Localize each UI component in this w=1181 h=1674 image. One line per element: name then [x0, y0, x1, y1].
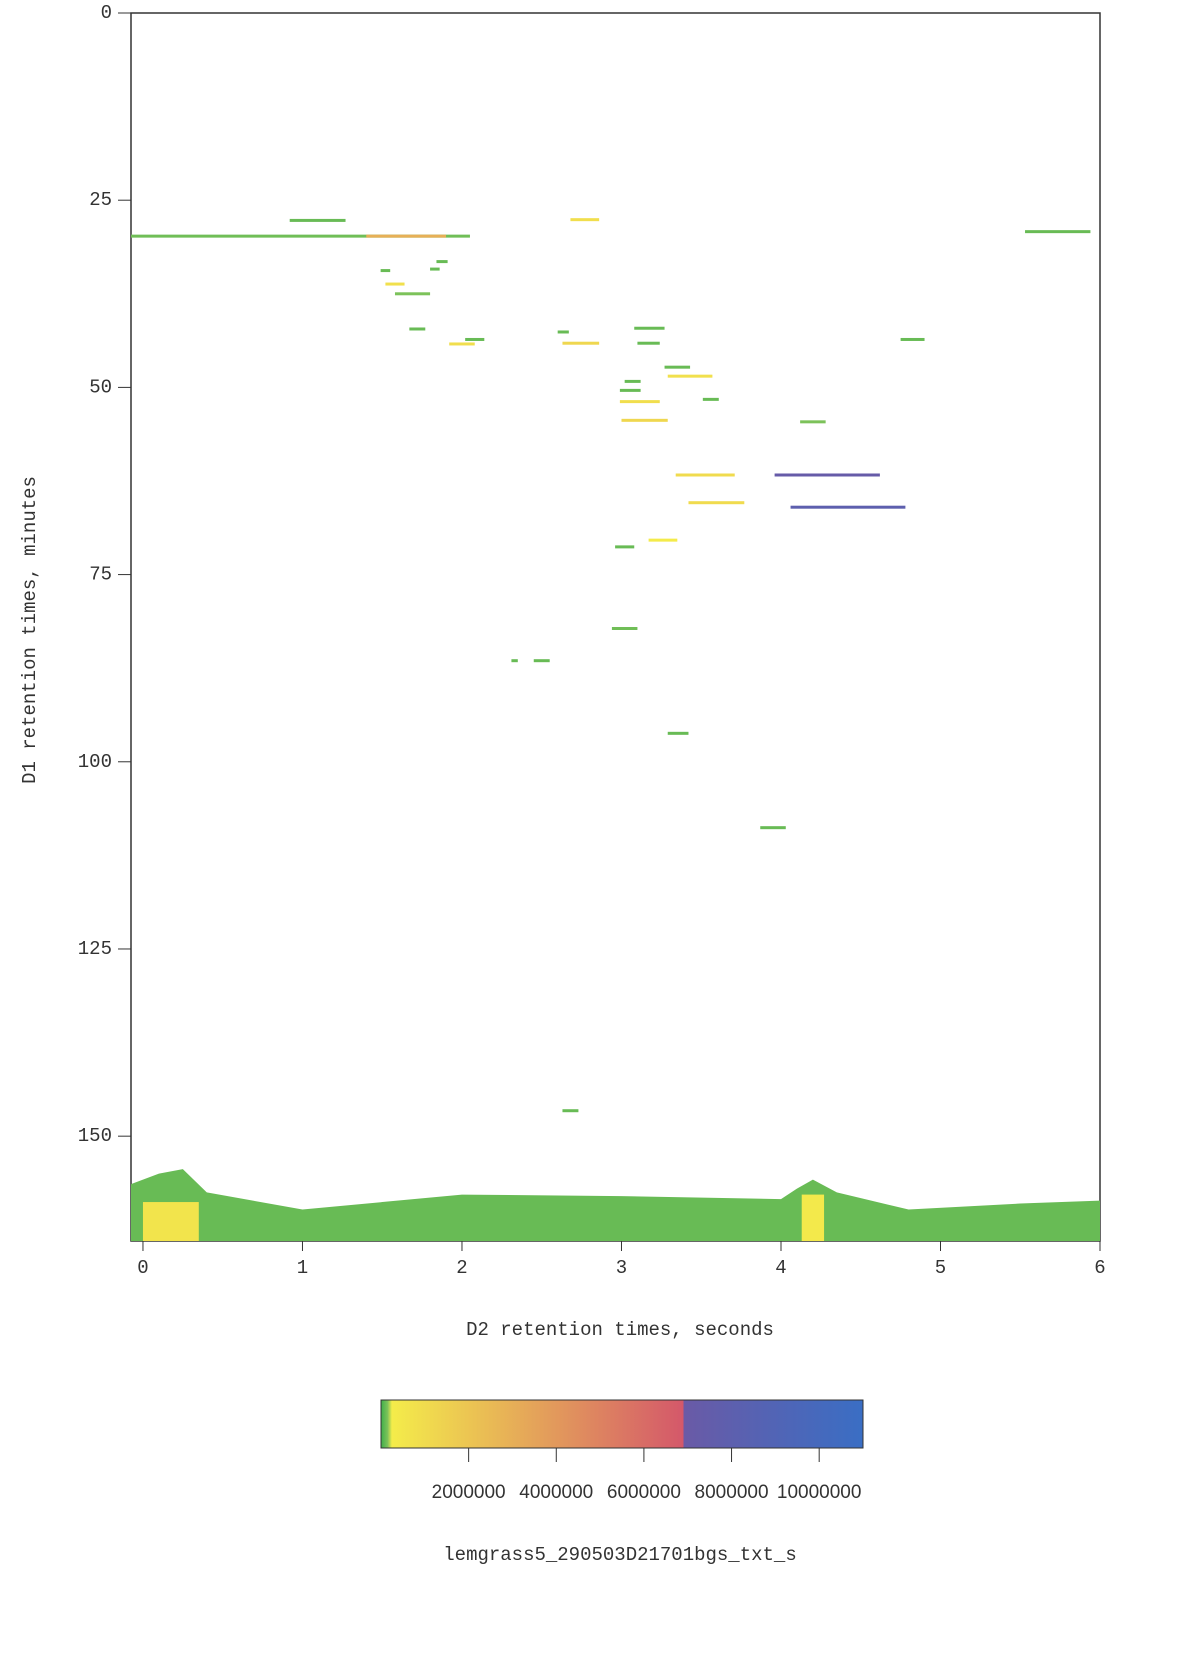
peak [557, 330, 569, 334]
x-tick-label: 6 [1094, 1257, 1105, 1279]
x-tick-label: 5 [935, 1257, 946, 1279]
x-tick-label: 1 [297, 1257, 308, 1279]
peak [774, 473, 880, 477]
peak [380, 269, 391, 273]
x-tick-label: 3 [616, 1257, 627, 1279]
peak [790, 505, 906, 509]
colorbar-tick-label: 10000000 [777, 1482, 862, 1503]
peak [800, 420, 826, 424]
colorbar-tick-label: 6000000 [607, 1482, 681, 1503]
peak [436, 260, 448, 264]
y-axis-label: D1 retention times, minutes [19, 476, 41, 784]
spot [801, 1194, 825, 1241]
peak [385, 282, 405, 286]
colorbar: lemgrass5_290503D21701bgs_txt_s 2000000 4… [380, 1399, 864, 1566]
peak [511, 659, 518, 663]
peak [533, 659, 550, 663]
peak [648, 538, 678, 542]
peak [562, 341, 600, 345]
peak [449, 342, 475, 346]
y-tick-label: 0 [101, 2, 112, 24]
peak [621, 418, 668, 422]
y-tick-label: 75 [89, 564, 112, 586]
peak [611, 626, 638, 630]
peak [634, 326, 665, 330]
peak [900, 337, 925, 341]
y-tick-label: 25 [89, 189, 112, 211]
peak [667, 731, 689, 735]
colorbar-tick-label: 2000000 [432, 1482, 506, 1503]
peak [624, 379, 641, 383]
y-tick-label: 125 [78, 938, 112, 960]
peak [366, 234, 447, 238]
x-axis-label: D2 retention times, seconds [466, 1319, 774, 1341]
peak [688, 501, 745, 505]
peak [615, 545, 635, 549]
y-tick-label: 50 [89, 376, 112, 398]
peak [131, 234, 470, 238]
peak [702, 397, 719, 401]
colorbar-tick-label: 4000000 [519, 1482, 593, 1503]
peak [619, 400, 660, 404]
peak [430, 267, 440, 271]
colorbar-caption: lemgrass5_290503D21701bgs_txt_s [443, 1544, 796, 1566]
y-tick-label: 150 [78, 1125, 112, 1147]
background-area [131, 1169, 1100, 1241]
peak [760, 826, 786, 830]
peak [394, 292, 431, 296]
peak [289, 218, 346, 222]
x-tick-label: 2 [456, 1257, 467, 1279]
x-tick-label: 4 [775, 1257, 786, 1279]
peak [562, 1109, 579, 1113]
colorbar-gradient [380, 1399, 864, 1449]
peak [570, 218, 600, 222]
peak [664, 365, 691, 369]
x-tick-label: 0 [137, 1257, 148, 1279]
peak [675, 473, 735, 477]
peak [619, 388, 641, 392]
peak [465, 337, 485, 341]
spot [142, 1202, 199, 1241]
y-tick-label: 100 [78, 751, 112, 773]
peak [667, 374, 713, 378]
colorbar-tick-label: 8000000 [695, 1482, 769, 1503]
peak [637, 341, 660, 345]
peak [1025, 230, 1091, 234]
peak [409, 327, 426, 331]
